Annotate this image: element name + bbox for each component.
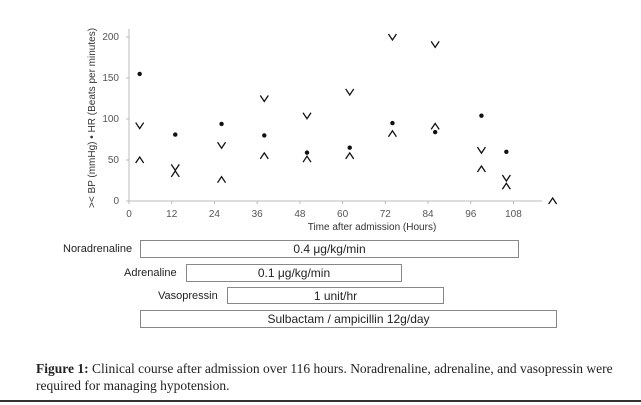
x-tick-label: 24	[209, 209, 221, 220]
bp-systolic-point	[217, 141, 227, 150]
adrenaline-bar: 0.1 μg/kg/min	[186, 264, 402, 282]
x-tick-label: 36	[252, 209, 264, 220]
y-axis-label: >< BP (mmHg) • HR (Beats per minutes)	[87, 28, 98, 208]
bp-systolic-point	[501, 174, 511, 183]
bp-diastolic-point	[217, 175, 227, 184]
hr-point	[173, 132, 178, 137]
hr-point	[432, 129, 438, 135]
bottom-rule	[0, 400, 641, 402]
adrenaline-label: Adrenaline	[124, 267, 177, 279]
bp-diastolic-point	[501, 182, 511, 190]
x-tick-label: 48	[294, 209, 306, 220]
bp-diastolic-point	[259, 151, 269, 160]
hr-point	[347, 145, 352, 150]
x-tick-label: 0	[126, 209, 132, 220]
bp-diastolic-point	[430, 122, 440, 130]
x-axis-label: Time after admission (Hours)	[308, 222, 437, 233]
bp-diastolic-point	[302, 155, 312, 163]
x-tick-label: 84	[422, 209, 434, 220]
y-tick-label: 100	[102, 114, 119, 125]
caption-text: Clinical course after admission over 116…	[36, 361, 613, 393]
x-tick-label: 96	[465, 209, 477, 220]
x-tick-label: 12	[166, 209, 178, 220]
hr-point	[262, 133, 267, 138]
bp-systolic-point	[170, 164, 180, 172]
bp-diastolic-point	[548, 196, 558, 205]
caption-label: Figure 1:	[36, 361, 89, 376]
bp-systolic-point	[345, 88, 355, 97]
hr-point	[479, 113, 484, 118]
x-tick-label: 72	[380, 209, 392, 220]
bp-diastolic-point	[170, 169, 180, 178]
hr-point	[390, 120, 395, 126]
y-tick-label: 50	[108, 155, 120, 166]
chart: 0 50 100 150 200 0 12 24 36 48 60 72 84 96 108 Time af…	[87, 28, 558, 233]
hr-point	[137, 71, 142, 77]
bp-systolic-point	[135, 122, 145, 130]
bp-diastolic-point	[345, 151, 355, 160]
noradrenaline-bar: 0.4 μg/kg/min	[140, 240, 519, 258]
bp-diastolic-point	[476, 164, 486, 173]
bp-systolic-point	[387, 33, 397, 42]
chart-marks	[135, 33, 558, 205]
hr-point	[304, 150, 310, 155]
noradrenaline-label: Noradrenaline	[63, 243, 133, 255]
y-tick-label: 0	[113, 196, 119, 207]
hr-point	[504, 149, 509, 154]
vasopressin-bar: 1 unit/hr	[227, 287, 444, 304]
figure-caption: Figure 1: Clinical course after admissio…	[36, 360, 616, 394]
bp-systolic-point	[476, 146, 486, 155]
x-tick-label: 108	[505, 209, 522, 220]
x-tick-label: 60	[337, 209, 349, 220]
bp-systolic-point	[430, 41, 440, 49]
bp-systolic-point	[259, 95, 269, 103]
vasopressin-label: Vasopressin	[158, 290, 218, 302]
bp-diastolic-point	[135, 155, 145, 164]
bp-diastolic-point	[387, 129, 397, 138]
bp-systolic-point	[302, 112, 312, 120]
chart-axes: 0 50 100 150 200 0 12 24 36 48 60 72 84 96 108	[102, 29, 542, 220]
y-tick-label: 150	[102, 73, 119, 84]
antibiotic-bar: Sulbactam / ampicillin 12g/day	[140, 310, 557, 328]
y-tick-label: 200	[102, 32, 119, 43]
hr-point	[219, 121, 224, 127]
